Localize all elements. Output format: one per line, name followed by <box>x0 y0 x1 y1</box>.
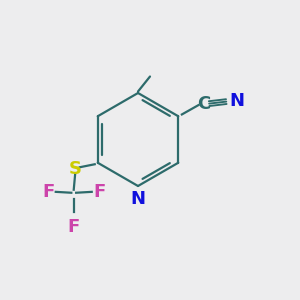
Text: F: F <box>93 183 105 201</box>
Text: N: N <box>130 190 146 208</box>
Text: F: F <box>42 183 54 201</box>
Text: N: N <box>229 92 244 110</box>
Text: S: S <box>69 160 82 178</box>
Text: F: F <box>68 218 80 236</box>
Text: C: C <box>197 95 210 113</box>
